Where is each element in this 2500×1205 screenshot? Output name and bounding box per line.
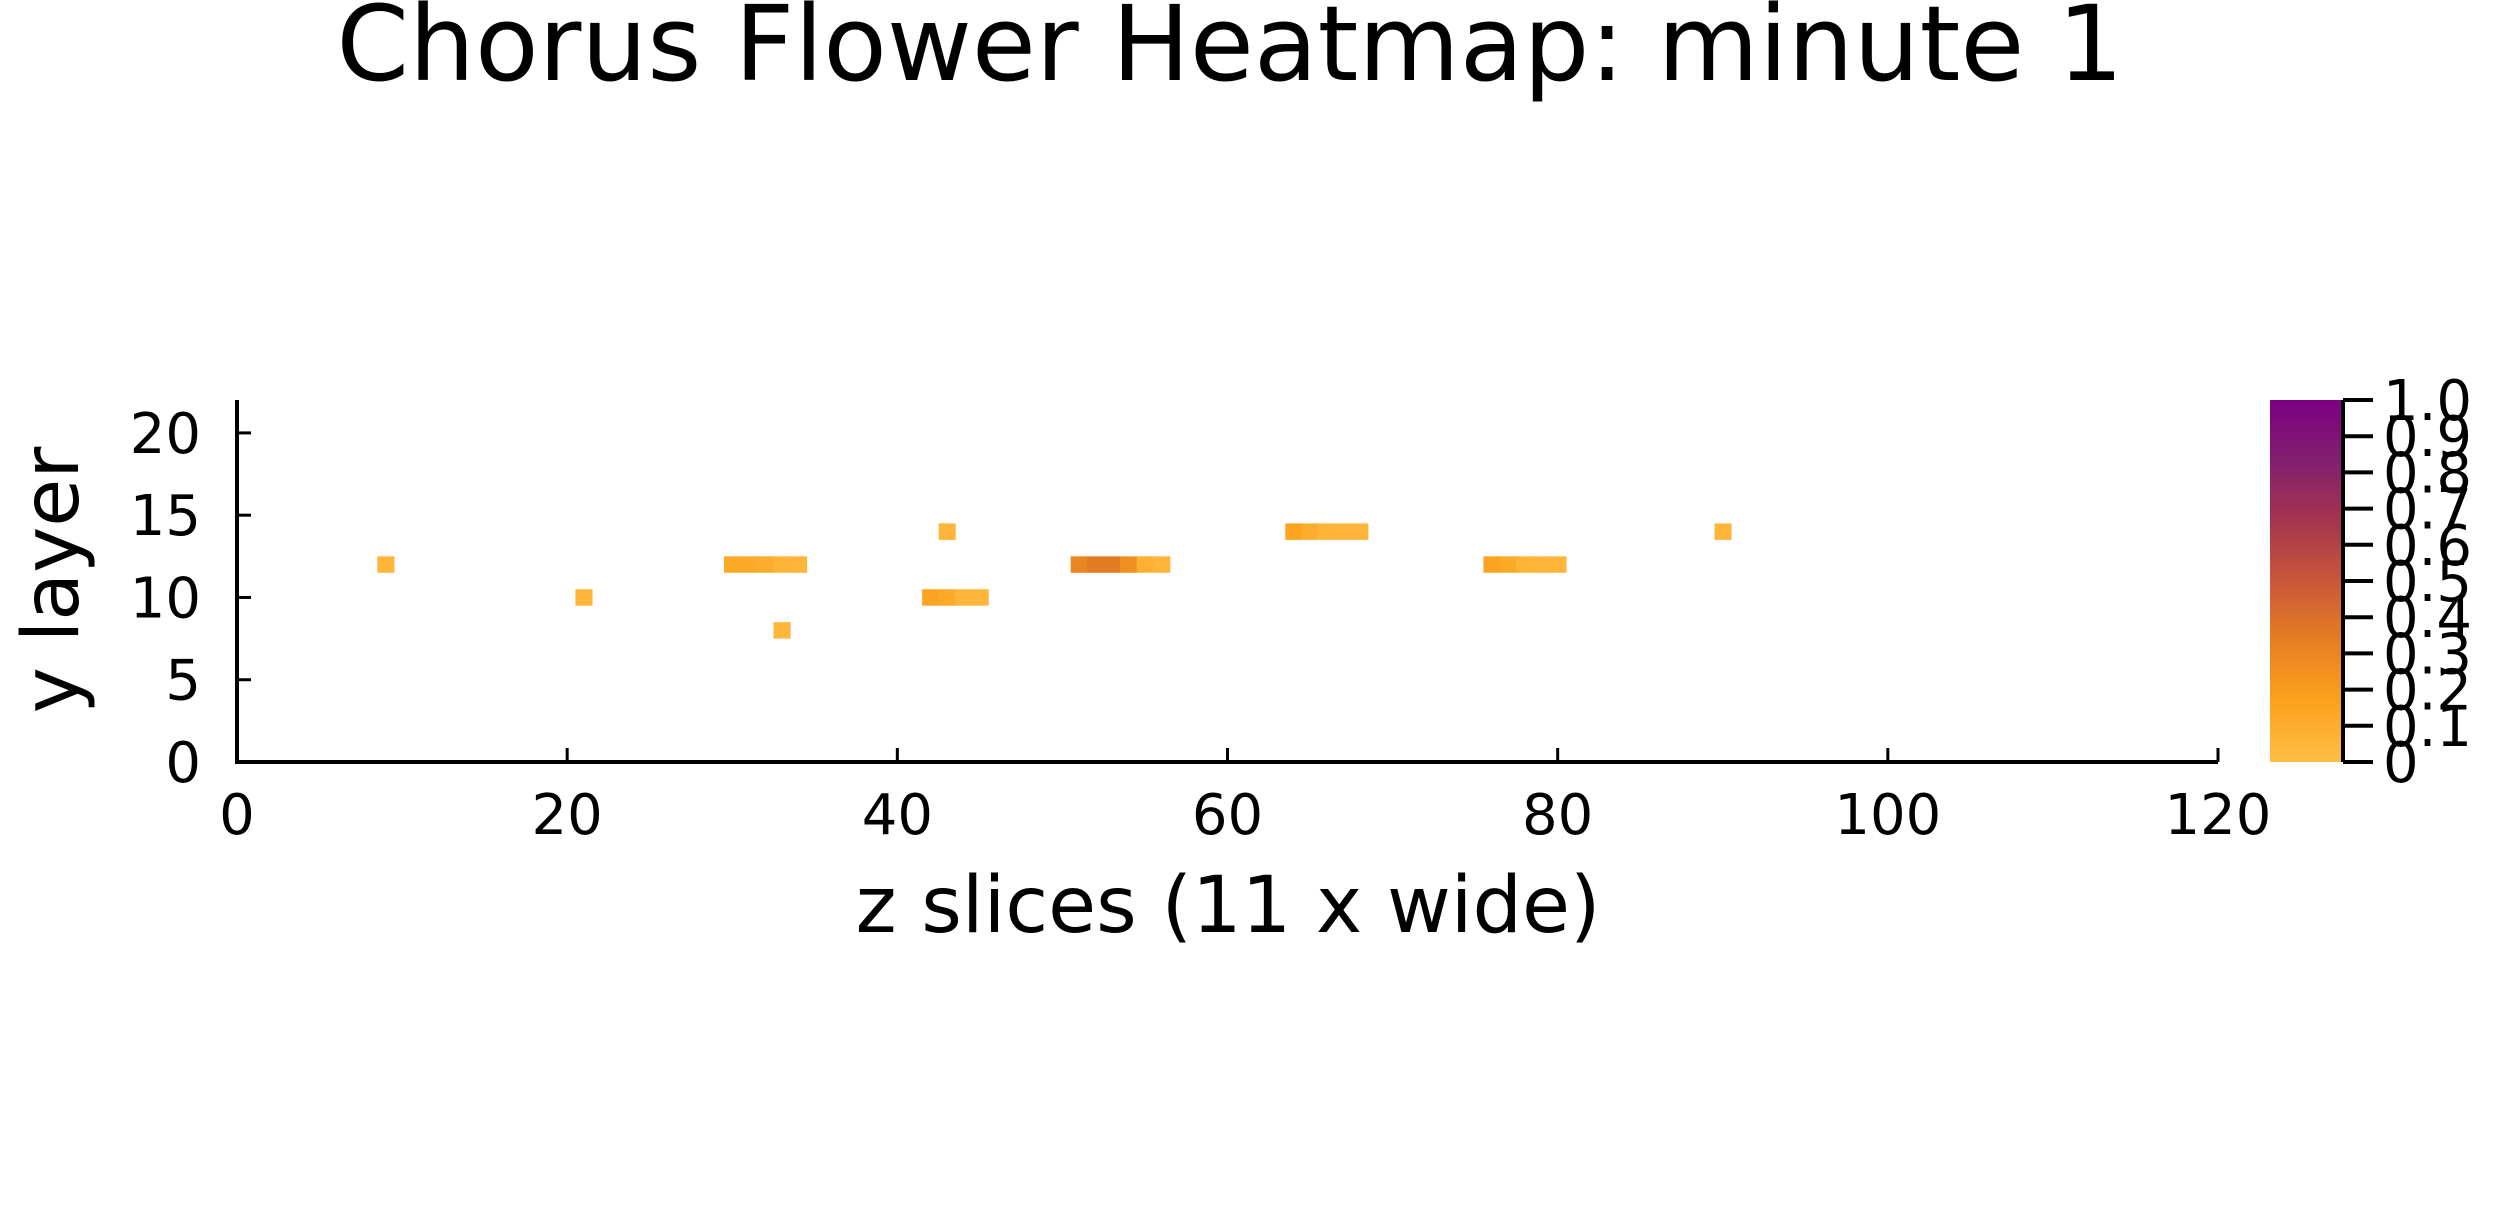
heatmap-cell [1285,523,1303,540]
heatmap-cell [575,589,593,606]
colorbar-tick-label: 0.7 [2383,478,2472,543]
heatmap-cell [1136,556,1154,573]
colorbar-gradient [2270,400,2343,762]
x-axis-label: z slices (11 x wide) [856,861,1601,951]
colorbar-tick-label: 0.6 [2383,514,2472,579]
heatmap-cell [1334,523,1352,540]
heatmap-cell [1549,556,1567,573]
heatmap-cell [1499,556,1517,573]
y-tick-label: 15 [130,484,201,549]
x-tick-label: 20 [532,783,603,848]
heatmap-cell [1103,556,1121,573]
chart-title: Chorus Flower Heatmap: minute 1 [336,0,2123,105]
heatmap-cell [1532,556,1551,573]
colorbar-tick-label: 0.2 [2383,659,2472,724]
heatmap-cell [740,556,758,573]
heatmap-cell [1714,523,1732,540]
heatmap-cell [938,523,956,540]
heatmap-cell [971,589,989,606]
x-tick-label: 40 [862,783,933,848]
heatmap-cell [757,556,775,573]
y-tick-label: 10 [130,566,201,631]
x-tick-label: 0 [219,783,255,848]
axes: 0 20 40 60 80 100 120 0 5 10 15 20 [130,400,2272,848]
heatmap-cell [938,589,956,606]
heatmap-cell [723,556,742,573]
heatmap-cell [377,556,395,573]
y-tick-label: 0 [165,731,201,796]
colorbar-tick-label: 0.3 [2383,622,2472,687]
heatmap-cell [955,589,973,606]
heatmap-cell [773,556,791,573]
x-tick-label: 100 [1834,783,1941,848]
heatmap-cells [377,523,1732,639]
heatmap-cell [1483,556,1501,573]
heatmap-cell [1516,556,1534,573]
colorbar-tick-label: 1.0 [2383,369,2472,434]
colorbar-tick-label: 0.9 [2383,405,2472,470]
heatmap-cell [1351,523,1369,540]
colorbar-tick-label: 0.8 [2383,441,2472,506]
colorbar-tick-label: 0 [2383,731,2419,796]
heatmap-cell [1070,556,1088,573]
x-tick-label: 80 [1522,783,1593,848]
colorbar-tick-label: 0.4 [2383,586,2472,651]
heatmap-cell [922,589,940,606]
x-tick-label: 120 [2165,783,2272,848]
colorbar-tick-label: 0.5 [2383,550,2472,615]
heatmap-cell [1087,556,1105,573]
y-axis-label: y layer [7,446,97,714]
heatmap-cell [1301,523,1319,540]
x-tick-label: 60 [1192,783,1263,848]
y-tick-label: 20 [130,402,201,467]
heatmap-cell [1153,556,1171,573]
y-tick-label: 5 [165,649,201,714]
colorbar-tick-label: 0.1 [2383,695,2472,760]
heatmap-cell [773,622,791,639]
colorbar: 00.10.20.30.40.50.60.70.80.91.0 [2270,369,2472,796]
heatmap-cell [1318,523,1336,540]
heatmap-cell [790,556,808,573]
heatmap-cell [1120,556,1138,573]
